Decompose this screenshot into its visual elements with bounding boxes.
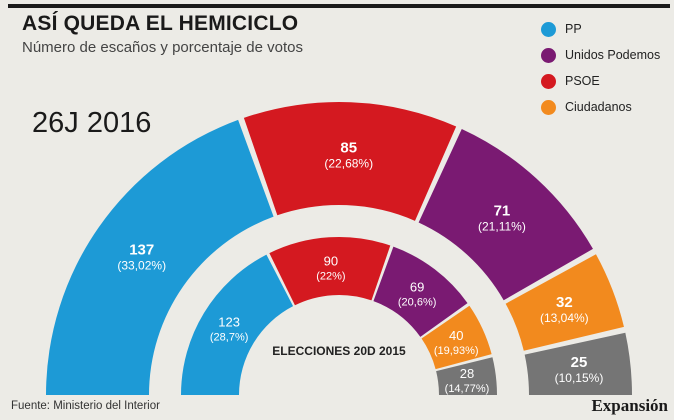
seats-label: 90 <box>324 253 338 268</box>
legend-item: Ciudadanos <box>541 99 632 115</box>
legend-label: PP <box>565 22 582 36</box>
percent-label: (14,77%) <box>445 383 490 395</box>
percent-label: (10,15%) <box>555 371 604 385</box>
chart-title: ASÍ QUEDA EL HEMICICLO <box>22 12 299 35</box>
legend-item: PSOE <box>541 73 600 89</box>
seats-label: 137 <box>129 242 154 259</box>
seats-label: 32 <box>556 294 573 311</box>
legend-swatch <box>541 99 556 115</box>
segment-podemos <box>373 246 468 337</box>
outer-ring-2016: 137(33,02%) 85(22,68%) 71(21,11%) 32(13,04%… <box>46 102 632 395</box>
legend-swatch <box>541 47 556 63</box>
seats-label: 28 <box>460 366 474 381</box>
segment-otros <box>524 332 632 395</box>
seats-label: 25 <box>571 354 588 371</box>
segment-ciudadanos <box>505 254 624 351</box>
seats-label: 69 <box>410 279 424 294</box>
seats-label: 123 <box>218 314 240 329</box>
legend-item: PP <box>541 21 582 37</box>
legend-label: Ciudadanos <box>565 100 632 114</box>
inner-ring-2015: 123 (28,7%) 90 (22%) 69 (20,6%) 40 (19,93%) 28 (1… <box>181 237 497 395</box>
source-note: Fuente: Ministerio del Interior <box>11 400 160 412</box>
percent-label: (20,6%) <box>398 296 437 308</box>
percent-label: (22,68%) <box>324 157 373 171</box>
brand-logo: Expansión <box>591 396 668 415</box>
seats-label: 40 <box>449 328 463 343</box>
percent-label: (13,04%) <box>540 311 589 325</box>
segment-otros <box>436 357 497 395</box>
segment-pp <box>46 119 274 395</box>
seats-label: 71 <box>494 203 511 220</box>
segment-ciudadanos <box>421 305 492 370</box>
percent-label: (21,11%) <box>478 220 526 234</box>
percent-label: (28,7%) <box>210 331 249 343</box>
legend-item: Unidos Podemos <box>541 47 660 63</box>
top-rule <box>8 4 670 8</box>
outer-ring-title: 26J 2016 <box>32 107 151 139</box>
segment-unidos-podemos <box>418 128 593 301</box>
seats-label: 85 <box>340 140 357 157</box>
segment-psoe <box>269 237 391 306</box>
inner-ring-title: ELECCIONES 20D 2015 <box>272 344 406 358</box>
percent-label: (19,93%) <box>434 345 479 357</box>
chart-subtitle: Número de escaños y porcentaje de votos <box>22 39 303 56</box>
legend-label: Unidos Podemos <box>565 48 661 62</box>
percent-label: (33,02%) <box>117 259 166 273</box>
legend-swatch <box>541 21 556 37</box>
segment-psoe <box>243 102 457 221</box>
segment-pp <box>181 254 294 395</box>
percent-label: (22%) <box>316 270 345 282</box>
legend-swatch <box>541 73 556 89</box>
legend-label: PSOE <box>565 74 600 88</box>
